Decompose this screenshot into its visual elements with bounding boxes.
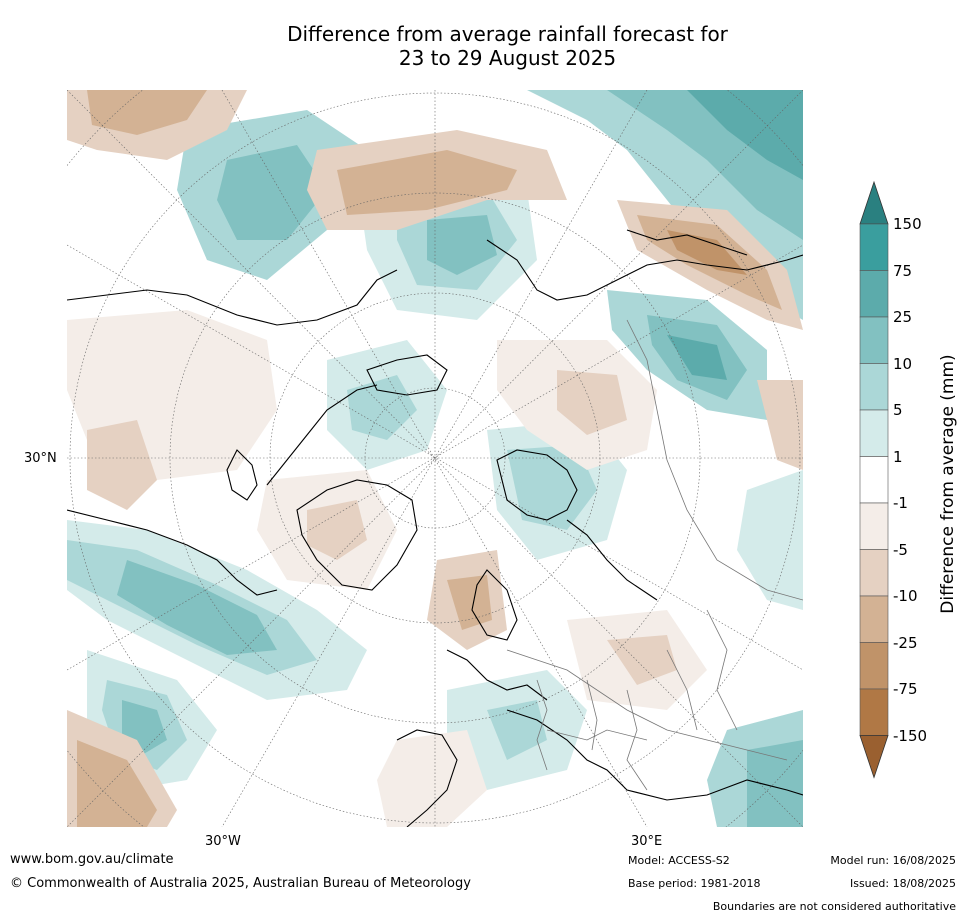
colorbar-segment [859,688,889,736]
colorbar-segment [859,595,889,643]
colorbar-segment [859,409,889,457]
colorbar-segment [859,642,889,690]
colorbar-segment [859,363,889,411]
colorbar-tick-label: 150 [893,215,922,233]
latitude-label-30n: 30°N [24,451,57,466]
colorbar-segment [859,549,889,597]
issued-date: Issued: 18/08/2025 [849,877,956,890]
map-title: Difference from average rainfall forecas… [220,22,795,70]
colorbar-tick-label: 5 [893,401,903,419]
colorbar-tick-label: 25 [893,308,913,326]
model-run-date: Model run: 16/08/2025 [830,854,956,867]
title-line-1: Difference from average rainfall forecas… [287,22,728,46]
colorbar-segment [859,316,889,364]
colorbar-tick-label: 10 [893,354,913,373]
colorbar-extend-top [859,180,889,225]
colorbar-tick-label: -25 [893,633,918,652]
colorbar-tick-label: -1 [893,494,908,512]
colorbar-tick-label: 75 [893,261,913,280]
longitude-label-30w: 30°W [205,834,241,849]
colorbar-extend-bottom [859,735,889,779]
model-name: Model: ACCESS-S2 [628,854,730,867]
colorbar-tick-label: -10 [893,587,918,605]
colorbar-segment [859,223,889,271]
map-canvas [67,90,803,827]
graticule [67,90,803,827]
colorbar-tick-label: -75 [893,680,918,698]
colorbar-tick-label: 1 [893,447,903,466]
dry-anomaly-regions [67,90,803,827]
base-period: Base period: 1981-2018 [628,877,761,890]
boundaries-disclaimer: Boundaries are not considered authoritat… [712,900,956,913]
website-link[interactable]: www.bom.gov.au/climate [10,852,174,867]
colorbar-segment [859,270,889,318]
wet-anomaly-regions [67,90,803,827]
colorbar [859,180,889,779]
colorbar-tick-label: -150 [893,726,928,745]
country-boundaries [506,319,803,791]
colorbar-segment [859,456,889,504]
title-line-2: 23 to 29 August 2025 [398,46,617,70]
rainfall-map [67,90,803,827]
copyright-text: © Commonwealth of Australia 2025, Austra… [10,876,471,891]
colorbar-segments [859,180,889,779]
colorbar-tick-label: -5 [893,540,908,559]
colorbar-segment [859,502,889,550]
longitude-label-30e: 30°E [631,834,663,849]
colorbar-label: Difference from average (mm) [938,354,958,614]
coastlines [67,229,803,827]
